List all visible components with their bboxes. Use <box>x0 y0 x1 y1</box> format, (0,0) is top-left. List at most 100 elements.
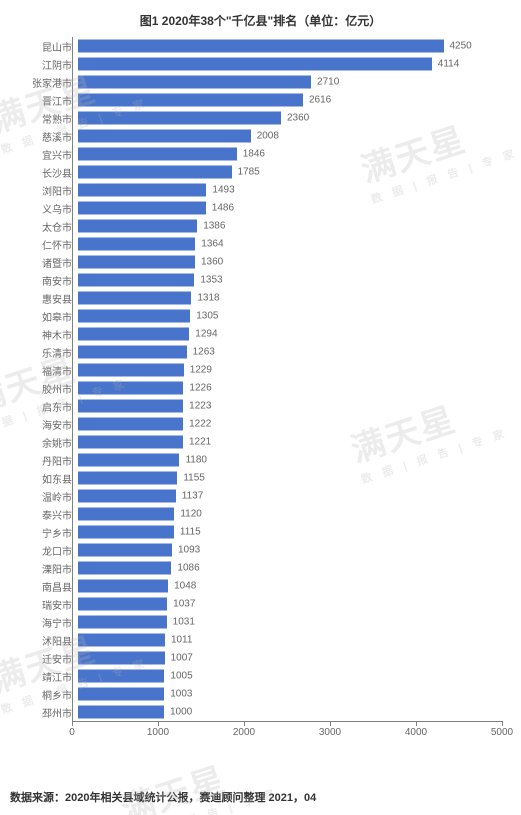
bar-value: 1846 <box>237 149 265 160</box>
bar <box>78 94 303 107</box>
bar <box>78 688 164 701</box>
bar <box>78 58 432 71</box>
bar-value: 1137 <box>176 491 204 502</box>
bar-value: 1493 <box>206 185 234 196</box>
bar-value: 1120 <box>174 509 202 520</box>
bar-row: 泰兴市1120 <box>8 505 513 523</box>
category-label: 瑞安市 <box>8 597 78 612</box>
bar-value: 2360 <box>281 113 309 124</box>
bar-row: 如皋市1305 <box>8 307 513 325</box>
bar-value: 1048 <box>168 581 196 592</box>
category-label: 南安市 <box>8 273 78 288</box>
bar-row: 浏阳市 1493 <box>8 181 513 199</box>
category-label: 靖江市 <box>8 669 78 684</box>
bar <box>78 310 190 323</box>
bar-value: 4114 <box>432 59 460 70</box>
bar <box>78 256 195 269</box>
category-label: 常熟市 <box>8 111 78 126</box>
bar-row: 神木市 1294 <box>8 325 513 343</box>
y-axis <box>72 37 73 721</box>
bar-row: 如东县1155 <box>8 469 513 487</box>
bar <box>78 220 197 233</box>
bar <box>78 40 444 53</box>
bar-value: 1003 <box>164 689 192 700</box>
bar-value: 1263 <box>187 347 215 358</box>
bar-row: 启东市1223 <box>8 397 513 415</box>
bar-value: 1486 <box>206 203 234 214</box>
bar-row: 长沙县 1785 <box>8 163 513 181</box>
bar-value: 1294 <box>189 329 217 340</box>
bar-value: 1000 <box>164 707 192 718</box>
bar-row: 宜兴市 1846 <box>8 145 513 163</box>
bar-value: 1093 <box>172 545 200 556</box>
bar-row: 溧阳市1086 <box>8 559 513 577</box>
bar-row: 义乌市 1486 <box>8 199 513 217</box>
bar <box>78 490 176 503</box>
bar <box>78 616 167 629</box>
bar-value: 2008 <box>251 131 279 142</box>
bar-row: 昆山市4250 <box>8 37 513 55</box>
category-label: 浏阳市 <box>8 183 78 198</box>
x-tick <box>72 721 73 726</box>
bar <box>78 598 167 611</box>
data-source: 数据来源：2020年相关县域统计公报，赛迪顾问整理 2021，04 <box>0 781 521 815</box>
bar-value: 1785 <box>232 167 260 178</box>
bar <box>78 184 206 197</box>
category-label: 海安市 <box>8 417 78 432</box>
bar <box>78 418 183 431</box>
bar <box>78 76 311 89</box>
category-label: 神木市 <box>8 327 78 342</box>
bar-row: 胶州市 1226 <box>8 379 513 397</box>
bar-row: 龙口市 1093 <box>8 541 513 559</box>
category-label: 南昌县 <box>8 579 78 594</box>
category-label: 宜兴市 <box>8 147 78 162</box>
bar <box>78 274 194 287</box>
bar <box>78 436 183 449</box>
bar <box>78 112 281 125</box>
bar-row: 惠安县1318 <box>8 289 513 307</box>
bar-value: 1360 <box>195 257 223 268</box>
x-tick-label: 3000 <box>319 727 341 738</box>
category-label: 长沙县 <box>8 165 78 180</box>
category-label: 龙口市 <box>8 543 78 558</box>
category-label: 义乌市 <box>8 201 78 216</box>
category-label: 如皋市 <box>8 309 78 324</box>
x-tick <box>244 721 245 726</box>
category-label: 诸暨市 <box>8 255 78 270</box>
bar <box>78 130 251 143</box>
chart-title: 图1 2020年38个"千亿县"排名（单位：亿元） <box>0 0 521 37</box>
bar <box>78 544 172 557</box>
bar <box>78 166 232 179</box>
bar-row: 南安市 1353 <box>8 271 513 289</box>
bar <box>78 670 164 683</box>
bar-row: 海安市1222 <box>8 415 513 433</box>
category-label: 晋江市 <box>8 93 78 108</box>
bar-value: 1011 <box>165 635 193 646</box>
category-label: 溧阳市 <box>8 561 78 576</box>
bar <box>78 526 174 539</box>
bar-value: 4250 <box>444 41 472 52</box>
category-label: 丹阳市 <box>8 453 78 468</box>
bar <box>78 202 206 215</box>
bar-value: 1031 <box>167 617 195 628</box>
bar-row: 常熟市 2360 <box>8 109 513 127</box>
plot-area: 昆山市4250江阴市4114张家港市2710晋江市2616常熟市2360慈溪市2… <box>8 37 513 749</box>
bar <box>78 634 165 647</box>
category-label: 胶州市 <box>8 381 78 396</box>
bar-row: 太仓市1386 <box>8 217 513 235</box>
x-tick-label: 1000 <box>147 727 169 738</box>
bar-value: 1229 <box>184 365 212 376</box>
bar-row: 沭阳县 1011 <box>8 631 513 649</box>
bar <box>78 454 179 467</box>
x-tick-label: 4000 <box>405 727 427 738</box>
bar <box>78 706 164 719</box>
bar <box>78 148 237 161</box>
bar-value: 1353 <box>194 275 222 286</box>
category-label: 温岭市 <box>8 489 78 504</box>
bar-value: 1226 <box>183 383 211 394</box>
bar-row: 靖江市1005 <box>8 667 513 685</box>
bar-value: 1223 <box>183 401 211 412</box>
category-label: 江阴市 <box>8 57 78 72</box>
bar-value: 1364 <box>195 239 223 250</box>
category-label: 沭阳县 <box>8 633 78 648</box>
